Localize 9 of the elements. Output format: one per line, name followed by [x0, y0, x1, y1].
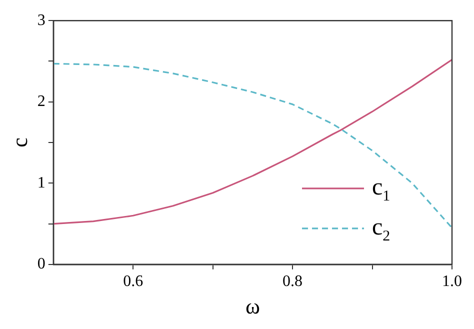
y-tick-label: 0	[37, 256, 46, 273]
x-tick-label: 0.6	[123, 273, 144, 290]
y-tick-label: 2	[37, 93, 46, 110]
x-axis-title: ω	[245, 294, 260, 319]
x-tick-label: 0.8	[282, 273, 303, 290]
x-tick-label: 1.0	[442, 273, 462, 290]
y-tick-label: 3	[37, 12, 46, 29]
y-axis-title: c	[6, 137, 32, 148]
y-tick-label: 1	[37, 174, 46, 192]
